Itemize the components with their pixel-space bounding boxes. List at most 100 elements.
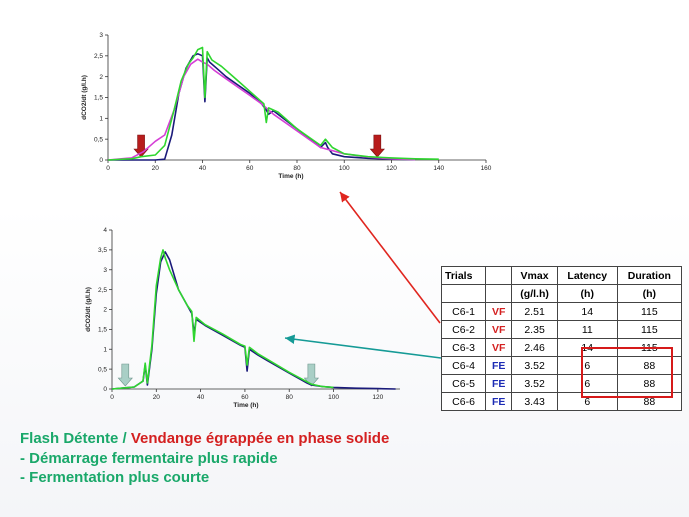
- x-tick-label: 120: [372, 394, 383, 401]
- y-axis-label: dCO2/dt (g/l.h): [81, 75, 88, 120]
- y-tick-label: 0,5: [98, 366, 107, 373]
- x-tick-label: 120: [386, 165, 397, 172]
- header-cell: Duration: [616, 266, 683, 285]
- trial-cell: C6-5: [440, 374, 487, 393]
- table-row: C6-5 FE 3.52 6 88: [440, 374, 683, 393]
- table-header-row: Trials Vmax Latency Duration: [440, 266, 683, 285]
- y-tick-label: 1,5: [94, 95, 103, 102]
- type-cell: VF: [485, 338, 513, 357]
- y-tick-label: 0: [103, 386, 107, 393]
- x-tick-label: 40: [197, 394, 205, 401]
- duration-cell: 115: [616, 302, 683, 321]
- x-tick-label: 60: [241, 394, 249, 401]
- latency-cell: 6: [556, 356, 618, 375]
- marker-arrow-2: [369, 134, 385, 158]
- trials-table: Trials Vmax Latency Duration (g/l.h) (h)…: [440, 266, 683, 411]
- y-axis-label: dCO2/dt (g/l.h): [85, 287, 92, 332]
- y-tick-label: 2,5: [94, 53, 103, 60]
- duration-cell: 88: [616, 374, 683, 393]
- trial-cell: C6-4: [440, 356, 487, 375]
- caption-line-3: - Fermentation plus courte: [20, 469, 210, 486]
- x-tick-label: 140: [433, 165, 444, 172]
- y-tick-label: 0,5: [94, 136, 103, 143]
- chart-bottom-axes: 0 20 40 60 80 100 120 0 0,5 1 1,5 2 2,5 3 3,5 4 Time (h)…: [85, 227, 400, 409]
- x-tick-label: 80: [286, 394, 294, 401]
- type-cell: FE: [485, 392, 513, 411]
- header-cell: Latency: [556, 266, 618, 285]
- trial-cell: C6-1: [440, 302, 487, 321]
- vmax-cell: 3.43: [511, 392, 558, 411]
- arrow-to-top-chart: [339, 191, 441, 324]
- vmax-cell: 2.51: [511, 302, 558, 321]
- x-tick-label: 100: [339, 165, 350, 172]
- type-cell: FE: [485, 374, 513, 393]
- series-line-2: [107, 58, 416, 161]
- chart-top-vf: 0 20 40 60 80 100 120 140 160 0 0,5 1 1,5 2 2,5 3 Time (…: [81, 32, 492, 180]
- header-cell: (g/l.h): [511, 284, 558, 303]
- series-line-3: [107, 46, 439, 161]
- y-tick-label: 2,5: [98, 287, 107, 294]
- header-cell: (h): [616, 284, 683, 303]
- x-tick-label: 0: [110, 394, 114, 401]
- x-tick-label: 100: [328, 394, 339, 401]
- header-cell: (h): [556, 284, 618, 303]
- type-cell: VF: [485, 302, 513, 321]
- y-tick-label: 2: [103, 307, 107, 314]
- x-tick-label: 40: [199, 165, 207, 172]
- vmax-cell: 3.52: [511, 374, 558, 393]
- x-tick-label: 20: [152, 165, 160, 172]
- slide-caption: Flash Détente / Vendange égrappée en pha…: [20, 429, 389, 488]
- table-row: C6-1 VF 2.51 14 115: [440, 302, 683, 321]
- type-cell: FE: [485, 356, 513, 375]
- x-tick-label: 60: [246, 165, 254, 172]
- table-header-row: (g/l.h) (h) (h): [440, 284, 683, 303]
- caption-flash-detente: Flash Détente /: [20, 430, 131, 447]
- header-cell: [485, 266, 513, 285]
- y-tick-label: 1: [103, 346, 107, 353]
- duration-cell: 115: [616, 338, 683, 357]
- trial-cell: C6-3: [440, 338, 487, 357]
- y-tick-label: 3: [99, 32, 103, 39]
- latency-cell: 14: [556, 302, 618, 321]
- header-cell: [485, 284, 513, 303]
- y-tick-label: 3: [103, 267, 107, 274]
- y-tick-label: 0: [99, 157, 103, 164]
- header-cell: [440, 284, 487, 303]
- trial-cell: C6-2: [440, 320, 487, 339]
- arrow-to-bottom-chart: [284, 334, 442, 359]
- trial-cell: C6-6: [440, 392, 487, 411]
- latency-cell: 14: [556, 338, 618, 357]
- x-axis-label: Time (h): [233, 402, 258, 409]
- caption-line-2: - Démarrage fermentaire plus rapide: [20, 449, 278, 467]
- x-tick-label: 0: [106, 165, 110, 172]
- duration-cell: 115: [616, 320, 683, 339]
- latency-cell: 6: [556, 374, 618, 393]
- connector-arrows: [284, 191, 442, 359]
- latency-cell: 11: [556, 320, 618, 339]
- table-row: C6-2 VF 2.35 11 115: [440, 320, 683, 339]
- chart-bottom-fe: 0 20 40 60 80 100 120 0 0,5 1 1,5 2 2,5 3 3,5 4 Time (h)…: [85, 227, 400, 409]
- x-axis-label: Time (h): [278, 173, 303, 180]
- vmax-cell: 2.46: [511, 338, 558, 357]
- x-tick-label: 160: [481, 165, 492, 172]
- vmax-cell: 3.52: [511, 356, 558, 375]
- table-row: C6-6 FE 3.43 6 88: [440, 392, 683, 411]
- y-tick-label: 4: [103, 227, 107, 234]
- marker-arrow-2: [303, 363, 320, 387]
- y-tick-label: 2: [99, 74, 103, 81]
- y-tick-label: 1: [99, 116, 103, 123]
- duration-cell: 88: [616, 392, 683, 411]
- vmax-cell: 2.35: [511, 320, 558, 339]
- latency-cell: 6: [556, 392, 618, 411]
- x-tick-label: 80: [293, 165, 301, 172]
- caption-vendange: Vendange égrappée en phase solide: [130, 430, 390, 447]
- series-line-2: [111, 249, 334, 390]
- y-tick-label: 3,5: [98, 247, 107, 254]
- caption-line-1: Flash Détente / Vendange égrappée en pha…: [20, 429, 389, 449]
- marker-arrow-1: [117, 363, 133, 387]
- y-tick-label: 1,5: [98, 327, 107, 334]
- x-tick-label: 20: [153, 394, 161, 401]
- header-cell: Trials: [440, 266, 487, 285]
- duration-cell: 88: [616, 356, 683, 375]
- chart-top-axes: 0 20 40 60 80 100 120 140 160 0 0,5 1 1,5 2 2,5 3 Time (…: [81, 32, 492, 180]
